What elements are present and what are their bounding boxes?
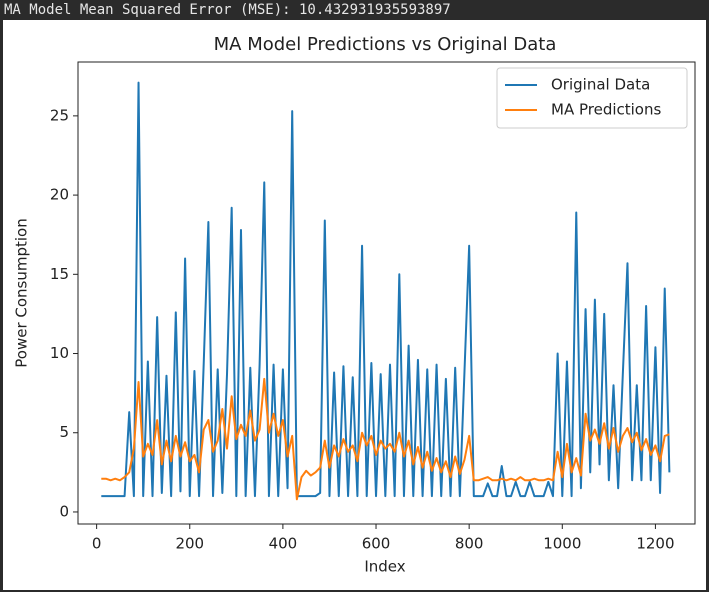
legend-label: Original Data bbox=[551, 76, 650, 94]
x-tick-label: 0 bbox=[92, 535, 102, 553]
x-tick-label: 200 bbox=[175, 535, 204, 553]
x-tick-label: 600 bbox=[362, 535, 391, 553]
x-tick-label: 400 bbox=[269, 535, 298, 553]
y-tick-label: 20 bbox=[50, 186, 69, 204]
data-line bbox=[101, 81, 671, 498]
y-tick-label: 25 bbox=[50, 106, 69, 124]
output-bar bbox=[0, 0, 709, 20]
legend-box bbox=[496, 67, 688, 129]
y-tick-label: 0 bbox=[59, 502, 69, 520]
legend-label: MA Predictions bbox=[551, 101, 661, 119]
data-line bbox=[101, 377, 670, 501]
y-tick-label: 15 bbox=[50, 265, 69, 283]
x-axis-label: Index bbox=[364, 558, 405, 576]
y-tick-label: 5 bbox=[59, 423, 69, 441]
y-axis-label: Power Consumption bbox=[13, 218, 31, 367]
output-text: MA Model Mean Squared Error (MSE): 10.43… bbox=[4, 2, 451, 18]
axes-frame bbox=[77, 61, 696, 525]
x-tick-label: 800 bbox=[455, 535, 484, 553]
x-tick-label: 1200 bbox=[636, 535, 674, 553]
chart-title: MA Model Predictions vs Original Data bbox=[214, 34, 557, 55]
x-tick-label: 1000 bbox=[543, 535, 581, 553]
y-tick-label: 10 bbox=[50, 344, 69, 362]
